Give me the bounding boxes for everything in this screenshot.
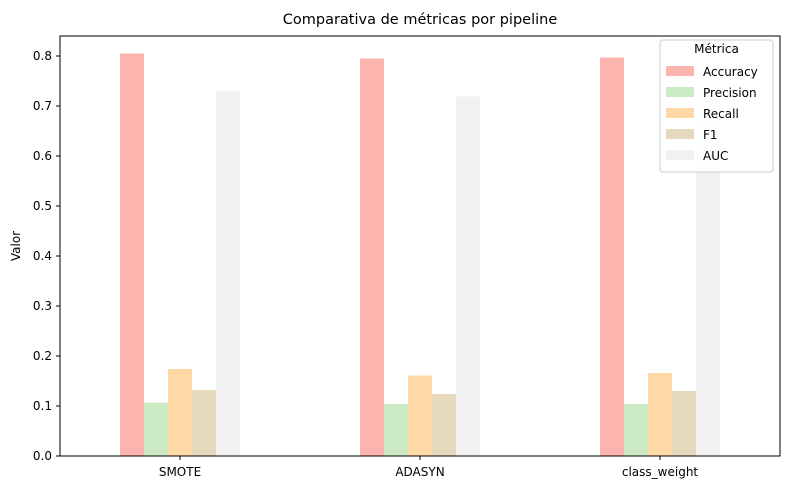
legend: Métrica Accuracy Precision Recall F1 AUC: [659, 39, 774, 173]
bar-auc-smote: [216, 90, 240, 456]
bar-recall-adasyn: [408, 375, 432, 456]
bar-f1-adasyn: [432, 394, 456, 456]
bar-accuracy-class-weight: [600, 57, 624, 456]
y-tick-label: 0.0: [33, 449, 52, 463]
bar-precision-adasyn: [384, 404, 408, 456]
y-tick-label: 0.7: [33, 99, 52, 113]
legend-swatch-recall: [666, 108, 694, 118]
legend-swatch-accuracy: [666, 66, 694, 76]
chart-title: Comparativa de métricas por pipeline: [283, 12, 558, 28]
y-tick-label: 0.6: [33, 149, 52, 163]
legend-swatch-precision: [666, 87, 694, 97]
bar-f1-smote: [192, 390, 216, 456]
legend-title: Métrica: [694, 42, 739, 56]
axes-group: 0.0 0.1 0.2 0.3 0.4 0.5 0.6 0.7 0.8 SMOTE ADASYN cl…: [33, 35, 781, 479]
legend-label-f1: F1: [703, 128, 718, 142]
bar-auc-adasyn: [456, 96, 480, 456]
bar-f1-class-weight: [672, 391, 696, 456]
legend-label-recall: Recall: [703, 107, 739, 121]
bar-accuracy-adasyn: [360, 58, 384, 456]
x-tick-label: ADASYN: [395, 465, 444, 479]
x-tick-label: SMOTE: [159, 465, 201, 479]
y-tick-label: 0.8: [33, 49, 52, 63]
bar-precision-smote: [144, 402, 168, 456]
legend-label-accuracy: Accuracy: [703, 65, 758, 79]
bar-recall-class-weight: [648, 373, 672, 456]
bars-group: [120, 53, 720, 456]
legend-swatch-f1: [666, 129, 694, 139]
y-axis-label: Valor: [9, 231, 23, 261]
bar-precision-class-weight: [624, 404, 648, 456]
legend-label-precision: Precision: [703, 86, 757, 100]
y-tick-label: 0.4: [33, 249, 52, 263]
legend-swatch-auc: [666, 150, 694, 160]
y-tick-label: 0.1: [33, 399, 52, 413]
y-tick-label: 0.2: [33, 349, 52, 363]
y-tick-label: 0.3: [33, 299, 52, 313]
bar-recall-smote: [168, 369, 192, 456]
bar-accuracy-smote: [120, 53, 144, 456]
y-tick-label: 0.5: [33, 199, 52, 213]
legend-label-auc: AUC: [703, 149, 728, 163]
x-tick-label: class_weight: [622, 465, 699, 479]
